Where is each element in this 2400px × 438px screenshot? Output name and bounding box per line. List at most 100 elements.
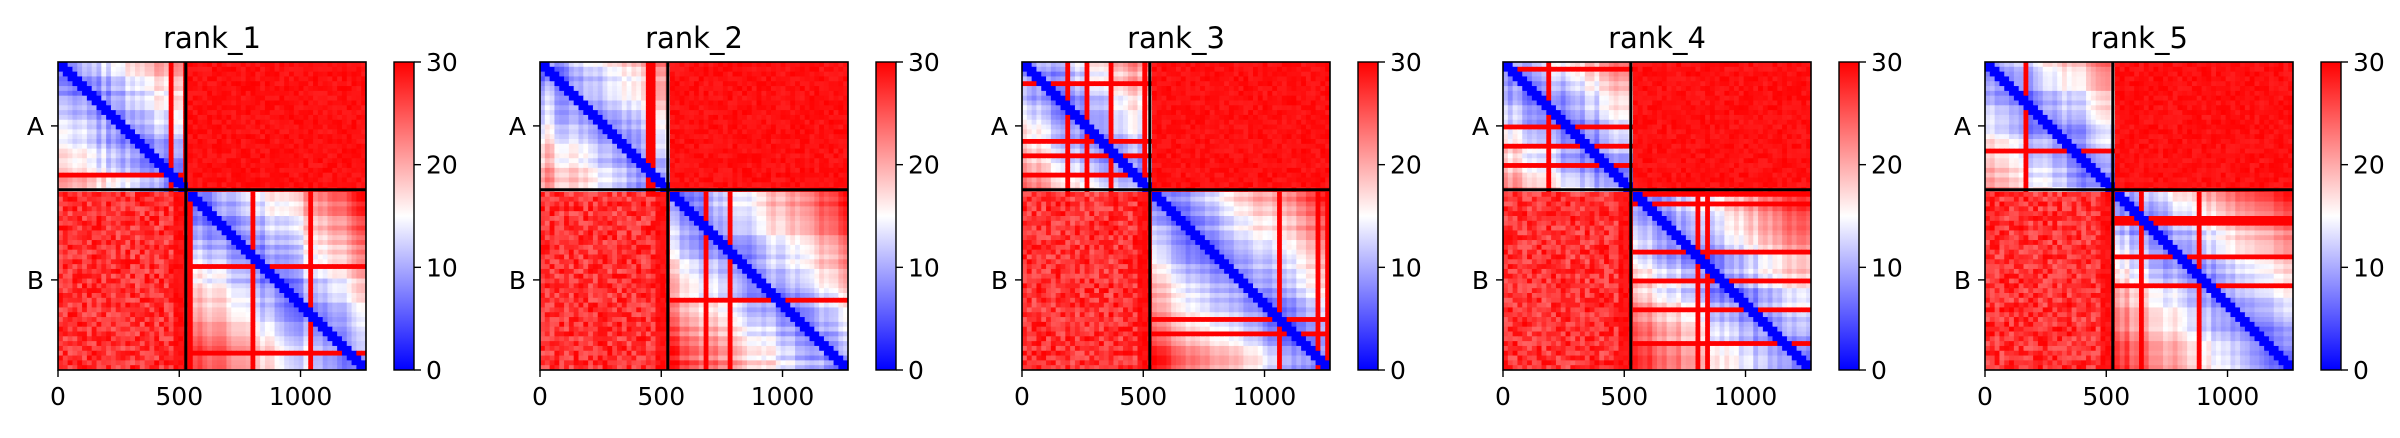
heatmap-cell [264,288,271,294]
heatmap-cell [279,273,285,280]
heatmap-cell [231,249,237,256]
heatmap-cell [168,230,175,236]
heatmap-cell [125,76,131,82]
heatmap-cell [255,312,261,318]
heatmap-cell [149,62,155,68]
heatmap-cell [221,153,228,159]
heatmap-cell [245,114,252,121]
heatmap-cell [351,365,357,370]
heatmap-cell [761,81,767,87]
heatmap-cell [72,90,78,97]
heatmap-cell [260,293,266,299]
heatmap-cell [351,90,357,97]
heatmap-cell [173,182,179,188]
heatmap-cell [351,148,357,155]
heatmap-cell [559,95,565,102]
heatmap-cell [761,119,767,126]
heatmap-cell [718,119,724,126]
heatmap-cell [86,355,93,361]
heatmap-cell [250,81,256,87]
heatmap-cell [231,167,237,174]
heatmap-cell [106,172,112,179]
heatmap-cell [154,71,160,78]
heatmap-cell [202,90,208,97]
heatmap-cell [187,134,194,140]
heatmap-cell [106,71,112,78]
heatmap-cell [125,225,131,232]
heatmap-cell [356,129,362,135]
heatmap-cell [192,345,199,352]
heatmap-cell [284,254,290,260]
heatmap-cell [573,86,580,92]
heatmap-cell [245,268,252,275]
heatmap-cell [240,321,247,328]
heatmap-cell [602,86,608,92]
heatmap-cell [96,317,102,323]
heatmap-cell [82,129,88,135]
heatmap-cell [317,321,324,328]
heatmap-cell [82,283,88,289]
heatmap-cell [178,211,184,217]
heatmap-cell [313,177,319,183]
heatmap-cell [168,143,175,150]
heatmap-cell [284,119,290,126]
heatmap-cell [130,172,136,179]
heatmap-cell [694,119,700,126]
heatmap-cell [303,297,309,304]
heatmap-cell [236,331,242,337]
heatmap-cell [212,114,218,121]
heatmap-cell [207,350,213,357]
heatmap-cell [91,62,98,68]
heatmap-cell [568,105,575,111]
heatmap-cell [260,158,266,164]
heatmap-cell [82,105,88,111]
heatmap-cell [264,293,271,299]
heatmap-cell [110,124,117,130]
heatmap-cell [264,66,271,73]
heatmap-cell [255,302,261,309]
heatmap-cell [135,143,141,150]
heatmap-cell [86,66,93,73]
heatmap-cell [327,76,333,82]
heatmap-cell [91,196,98,203]
heatmap-cell [139,293,146,299]
heatmap-cell [240,254,247,260]
heatmap-cell [327,350,333,357]
heatmap-cell [106,167,112,174]
heatmap-cell [96,341,102,347]
heatmap-cell [149,350,155,357]
heatmap-cell [361,307,366,313]
heatmap-cell [351,297,357,304]
heatmap-cell [91,167,98,174]
heatmap-cell [130,139,136,145]
heatmap-cell [698,86,705,92]
heatmap-cell [313,293,319,299]
heatmap-cell [337,235,343,241]
heatmap-cell [274,86,280,92]
heatmap-cell [202,76,208,82]
heatmap-cell [149,167,155,174]
x-tick-label: 1000 [269,382,333,411]
heatmap-cell [554,105,560,111]
heatmap-cell [293,235,300,241]
heatmap-cell [178,312,184,318]
heatmap-cell [327,259,333,265]
heatmap-cell [264,139,271,145]
heatmap-cell [674,105,681,111]
heatmap-cell [130,259,136,265]
heatmap-cell [255,365,261,370]
heatmap-cell [130,114,136,121]
heatmap-cell [82,268,88,275]
heatmap-cell [130,124,136,130]
heatmap-cell [573,71,580,78]
heatmap-cell [144,100,151,106]
heatmap-cell [226,134,232,140]
heatmap-cell [101,297,107,304]
heatmap-cell [612,62,618,68]
heatmap-cell [216,119,223,126]
heatmap-cell [843,66,848,73]
heatmap-cell [115,172,122,179]
heatmap-cell [361,124,366,130]
heatmap-cell [197,201,203,207]
heatmap-cell [115,216,122,222]
